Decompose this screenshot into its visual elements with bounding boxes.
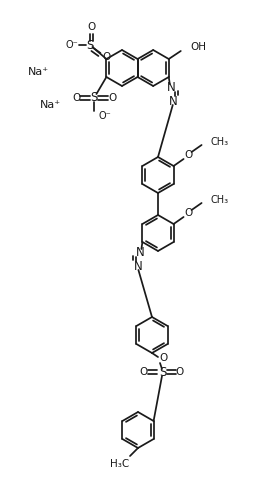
Text: H₃C: H₃C <box>110 459 130 469</box>
Text: Na⁺: Na⁺ <box>28 67 49 77</box>
Text: CH₃: CH₃ <box>211 137 229 147</box>
Text: CH₃: CH₃ <box>211 195 229 205</box>
Text: O⁻: O⁻ <box>98 111 111 121</box>
Text: N: N <box>168 95 177 108</box>
Text: O: O <box>87 22 95 32</box>
Text: N: N <box>166 80 175 94</box>
Text: O: O <box>160 353 168 363</box>
Text: O: O <box>184 208 193 218</box>
Text: O: O <box>176 367 184 377</box>
Text: O: O <box>108 93 117 103</box>
Text: S: S <box>159 366 167 379</box>
Text: OH: OH <box>191 42 207 52</box>
Text: O: O <box>102 52 110 62</box>
Text: S: S <box>91 90 98 104</box>
Text: O: O <box>72 93 81 103</box>
Text: N: N <box>136 246 145 259</box>
Text: N: N <box>134 260 143 272</box>
Text: O: O <box>184 150 193 160</box>
Text: S: S <box>87 39 94 52</box>
Text: O: O <box>140 367 148 377</box>
Text: O⁻: O⁻ <box>65 40 78 50</box>
Text: Na⁺: Na⁺ <box>40 100 61 110</box>
